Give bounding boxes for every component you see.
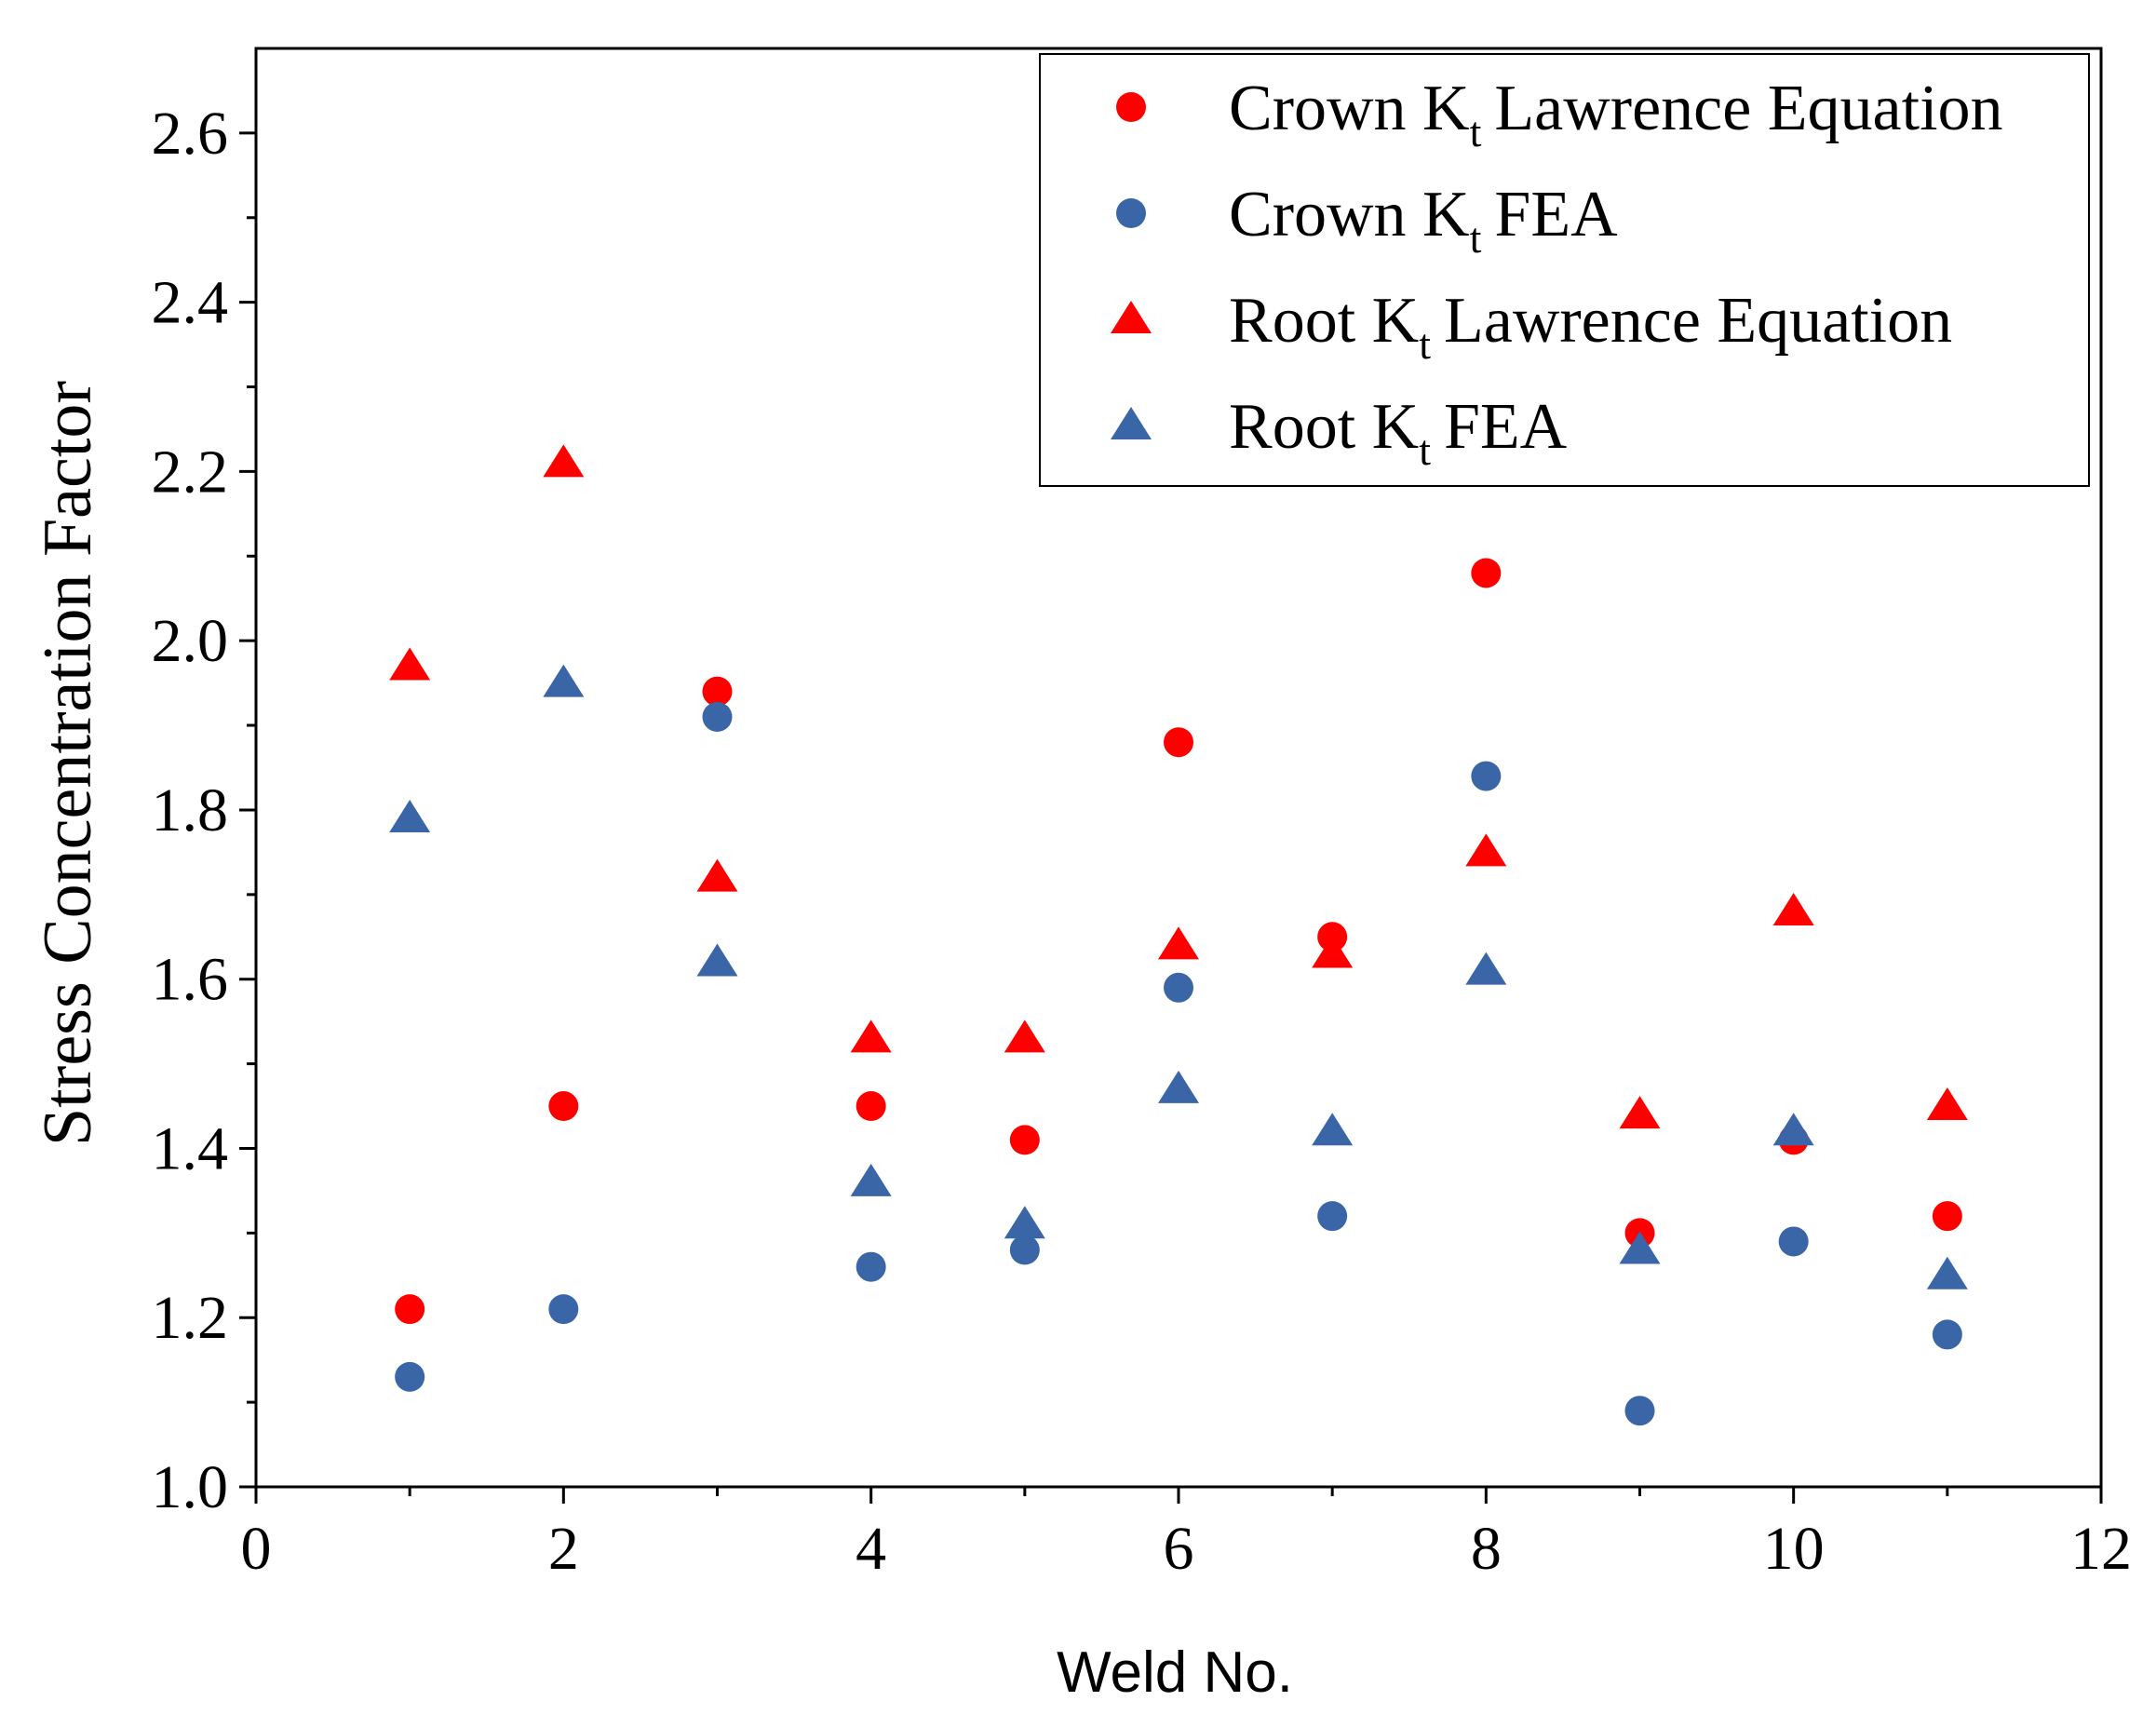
data-point [850, 1019, 892, 1053]
data-point [1932, 1201, 1962, 1232]
data-point [543, 444, 585, 478]
data-point [395, 1361, 425, 1392]
legend-label: Crown Kt FEA [1229, 179, 1618, 262]
legend-marker [1111, 407, 1152, 439]
data-point [1009, 1125, 1040, 1155]
data-point [395, 1294, 425, 1325]
data-point [1471, 761, 1502, 791]
y-axis-title: Stress Concentration Factor [30, 381, 106, 1146]
data-point [1164, 727, 1193, 758]
x-tick-label: 4 [856, 1515, 886, 1583]
data-point [856, 1251, 886, 1282]
y-tick-label: 1.2 [152, 1284, 229, 1352]
data-point [548, 1294, 579, 1325]
data-point [1926, 1087, 1968, 1121]
legend-marker [1111, 301, 1152, 333]
data-point [543, 664, 585, 697]
x-tick-label: 8 [1471, 1515, 1502, 1583]
data-point [696, 858, 738, 892]
data-point [1772, 893, 1814, 925]
series-2 [395, 701, 1962, 1426]
x-tick-label: 12 [2070, 1515, 2132, 1583]
data-point [856, 1091, 886, 1122]
data-point [702, 676, 733, 707]
legend: Crown Kt Lawrence Equation Crown Kt FEA Root… [1039, 53, 2090, 487]
y-tick-label: 2.6 [152, 100, 229, 168]
series-3 [389, 444, 1968, 1129]
x-tick-label: 10 [1763, 1515, 1825, 1583]
data-point [389, 800, 431, 833]
data-point [1004, 1206, 1045, 1239]
legend-label: Crown Kt Lawrence Equation [1229, 73, 2003, 155]
data-point [1317, 1201, 1348, 1232]
data-point [1465, 833, 1507, 867]
data-markers [389, 444, 1968, 1426]
y-tick-label: 2.2 [152, 438, 229, 506]
data-point [1778, 1226, 1809, 1257]
y-tick-label: 1.8 [152, 776, 229, 844]
data-point [702, 701, 733, 732]
legend-label: Root Kt Lawrence Equation [1229, 285, 1952, 368]
data-point [696, 943, 738, 977]
data-point [1164, 972, 1193, 1003]
data-point [1471, 558, 1502, 588]
x-axis-title: Weld No. [1057, 1640, 1293, 1705]
data-point [548, 1091, 579, 1122]
y-tick-label: 1.6 [152, 946, 229, 1014]
y-tick-label: 2.0 [152, 607, 229, 675]
y-axis: 1.0 1.2 1.4 1.6 1.8 2.0 2.2 2.4 2.6 [152, 100, 256, 1521]
y-tick-label: 2.4 [152, 269, 229, 337]
x-tick-label: 6 [1164, 1515, 1194, 1583]
data-point [1009, 1235, 1040, 1265]
x-tick-label: 2 [548, 1515, 579, 1583]
legend-marker [1116, 198, 1146, 228]
data-point [1004, 1019, 1045, 1053]
y-tick-label: 1.4 [152, 1114, 229, 1182]
data-point [1926, 1256, 1968, 1289]
legend-label: Root Kt FEA [1229, 391, 1568, 474]
data-point [1158, 926, 1199, 960]
data-point [1932, 1319, 1962, 1350]
series-4 [389, 664, 1968, 1289]
x-axis: 0 2 4 6 8 10 12 [241, 1487, 2132, 1583]
data-point [1465, 952, 1507, 985]
data-point [850, 1163, 892, 1196]
x-tick-label: 0 [241, 1515, 272, 1583]
data-point [1772, 1113, 1814, 1146]
data-point [1624, 1396, 1655, 1426]
data-point [1312, 935, 1354, 968]
data-point [1619, 1231, 1661, 1264]
data-point [1158, 1070, 1199, 1103]
legend-marker [1116, 92, 1146, 122]
data-point [1619, 1096, 1661, 1129]
legend-box [1039, 53, 2090, 487]
y-tick-label: 1.0 [152, 1453, 229, 1521]
data-point [1312, 1113, 1354, 1146]
data-point [389, 647, 431, 681]
